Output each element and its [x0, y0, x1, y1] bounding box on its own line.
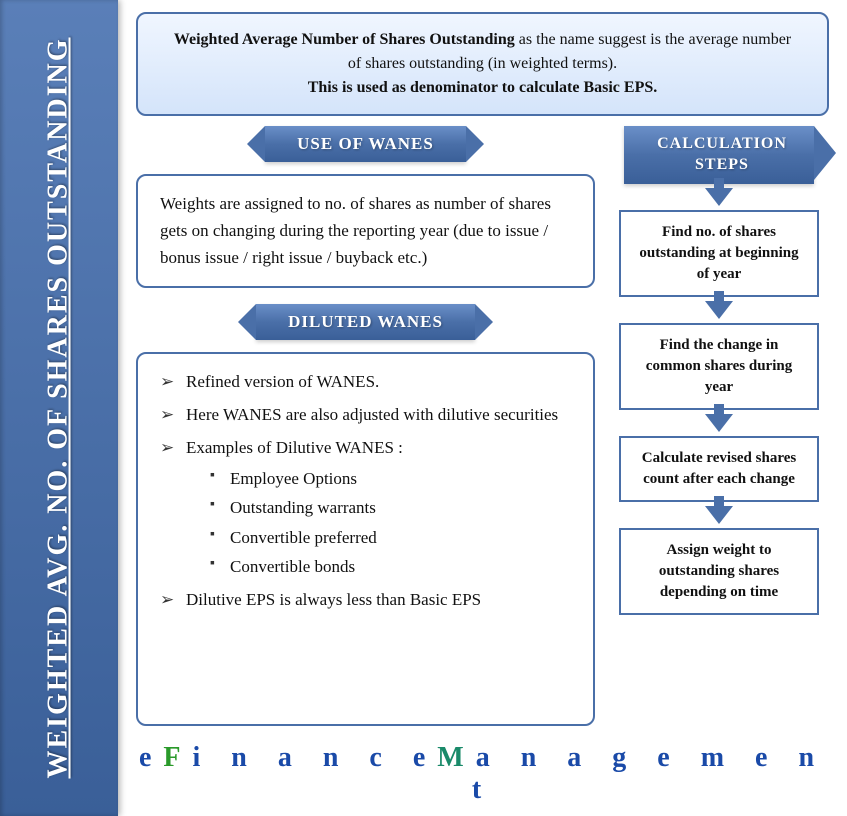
down-arrow-icon [705, 414, 733, 432]
diluted-subitem: Outstanding warrants [186, 494, 571, 521]
sidebar-title: WEIGHTED AVG. NO. OF SHARES OUTSTANDING [43, 37, 75, 778]
use-banner-wrap: USE OF WANES [136, 126, 595, 162]
use-text: Weights are assigned to no. of shares as… [160, 194, 551, 267]
left-column: USE OF WANES Weights are assigned to no.… [136, 126, 595, 726]
diluted-sublist: Employee Options Outstanding warrants Co… [186, 465, 571, 580]
intro-box: Weighted Average Number of Shares Outsta… [136, 12, 829, 116]
diluted-content-box: Refined version of WANES. Here WANES are… [136, 352, 595, 726]
diluted-item: Here WANES are also adjusted with diluti… [160, 401, 571, 428]
diluted-subitem: Convertible bonds [186, 553, 571, 580]
down-arrow-icon [705, 506, 733, 524]
diluted-list: Refined version of WANES. Here WANES are… [160, 368, 571, 614]
footer-anagement: a n a g e m e n t [472, 742, 826, 805]
calc-banner: CALCULATION STEPS [624, 126, 814, 184]
calc-step: Find no. of shares outstanding at beginn… [619, 210, 819, 297]
root-container: WEIGHTED AVG. NO. OF SHARES OUTSTANDING … [0, 0, 847, 816]
diluted-banner-wrap: DILUTED WANES [136, 304, 595, 340]
right-column: CALCULATION STEPS Find no. of shares out… [609, 126, 829, 726]
main-content: Weighted Average Number of Shares Outsta… [118, 0, 847, 816]
diluted-item: Dilutive EPS is always less than Basic E… [160, 586, 571, 613]
sidebar: WEIGHTED AVG. NO. OF SHARES OUTSTANDING [0, 0, 118, 816]
diluted-item: Examples of Dilutive WANES : Employee Op… [160, 434, 571, 580]
columns: USE OF WANES Weights are assigned to no.… [136, 126, 829, 726]
diluted-item-label: Examples of Dilutive WANES : [186, 438, 403, 457]
footer-e: e [139, 742, 163, 773]
diluted-item: Refined version of WANES. [160, 368, 571, 395]
calc-step: Assign weight to outstanding shares depe… [619, 528, 819, 615]
calc-step: Find the change in common shares during … [619, 323, 819, 410]
calc-step-text: Assign weight to outstanding shares depe… [659, 542, 779, 600]
use-content-box: Weights are assigned to no. of shares as… [136, 174, 595, 288]
calc-step-text: Calculate revised shares count after eac… [642, 450, 796, 487]
footer-F: F [163, 742, 192, 773]
intro-bold: Weighted Average Number of Shares Outsta… [174, 31, 515, 48]
footer: eFi n a n c eMa n a g e m e n t [136, 736, 829, 808]
diluted-subitem: Employee Options [186, 465, 571, 492]
calc-step: Calculate revised shares count after eac… [619, 436, 819, 502]
use-banner: USE OF WANES [265, 126, 466, 162]
down-arrow-icon [705, 188, 733, 206]
intro-line2: This is used as denominator to calculate… [308, 79, 658, 96]
footer-inance: i n a n c e [193, 742, 438, 773]
diluted-banner: DILUTED WANES [256, 304, 475, 340]
footer-M: M [437, 742, 475, 773]
calc-step-text: Find no. of shares outstanding at beginn… [639, 224, 798, 282]
calc-step-text: Find the change in common shares during … [646, 337, 792, 395]
down-arrow-icon [705, 301, 733, 319]
footer-logo: eFi n a n c eMa n a g e m e n t [139, 742, 826, 805]
diluted-subitem: Convertible preferred [186, 524, 571, 551]
